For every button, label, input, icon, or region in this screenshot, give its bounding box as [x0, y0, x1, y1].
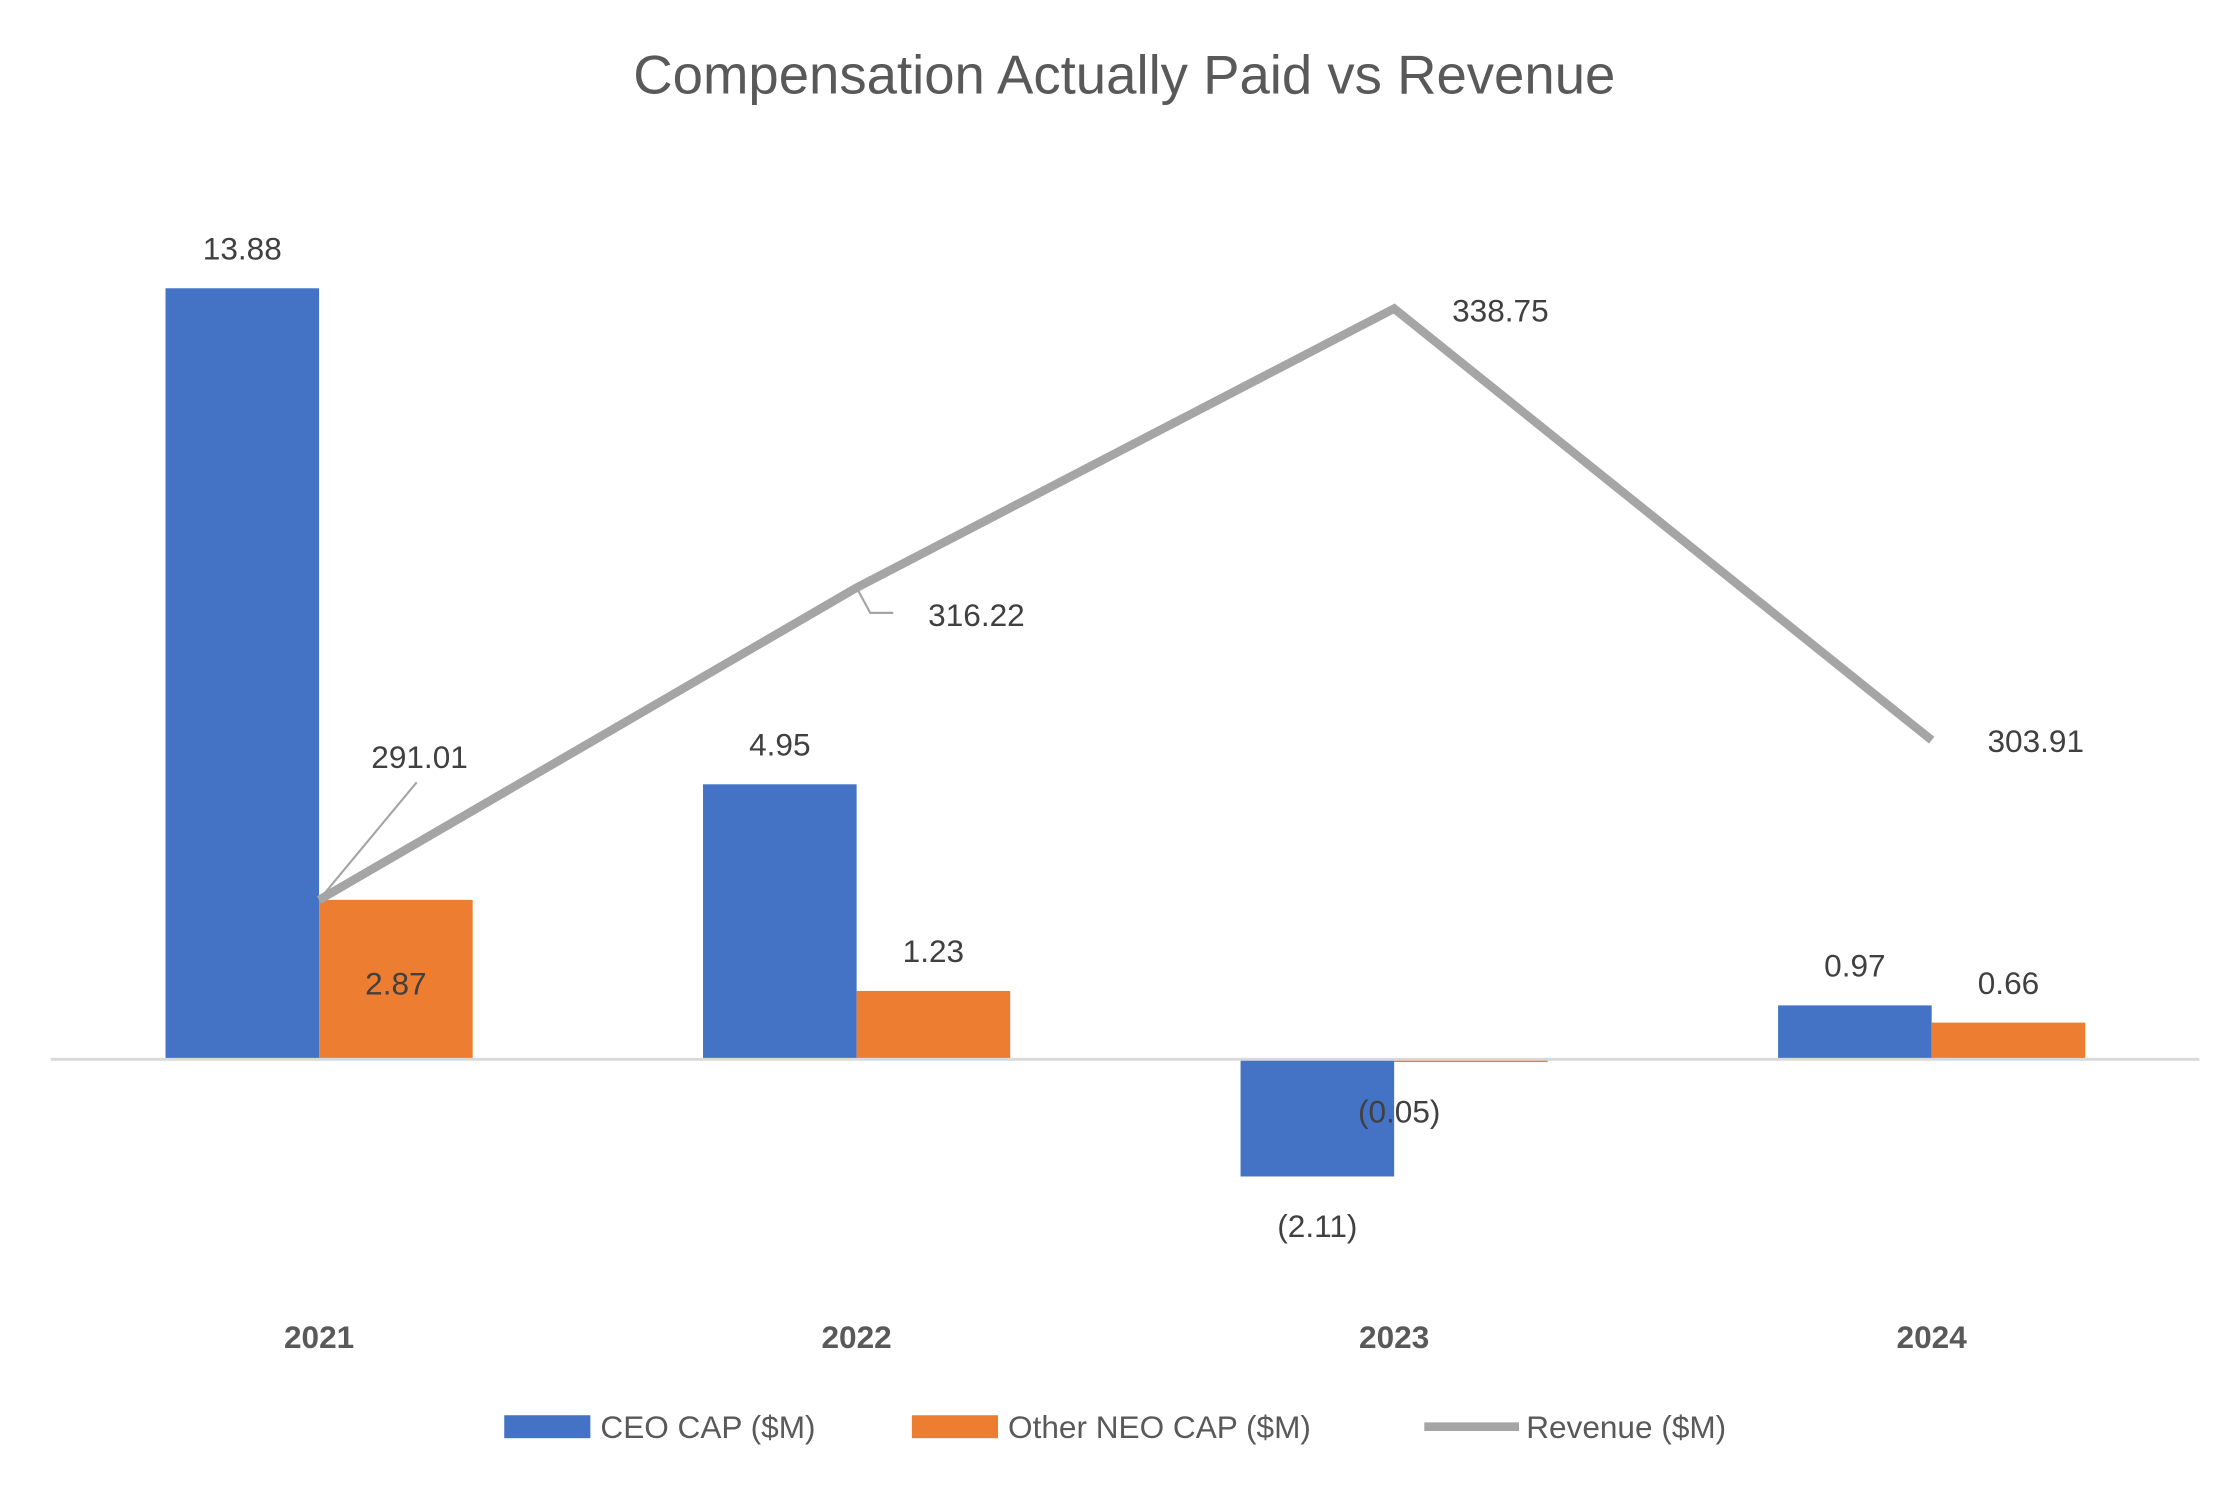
- leader-line-2021: [318, 781, 418, 901]
- bar-neo-2024: [1931, 1022, 2086, 1060]
- legend: CEO CAP ($M) Other NEO CAP ($M) Revenue …: [504, 1409, 1726, 1445]
- category-label-2022: 2022: [822, 1319, 892, 1355]
- bar-ceo-2023: [1240, 1059, 1395, 1177]
- data-label-revenue-2024: 303.91: [1987, 723, 2084, 759]
- data-label-ceo-2021: 13.88: [203, 231, 282, 267]
- revenue-line: [316, 303, 1935, 904]
- category-label-2024: 2024: [1897, 1319, 1968, 1355]
- data-label-neo-2024: 0.66: [1978, 965, 2039, 1001]
- data-label-neo-2021: 2.87: [365, 966, 426, 1002]
- bar-neo-2022: [856, 990, 1011, 1060]
- data-label-revenue-2021: 291.01: [371, 739, 468, 775]
- bar-neo-2021: [319, 899, 473, 1060]
- data-label-revenue-2023: 338.75: [1452, 293, 1549, 329]
- data-label-ceo-2022: 4.95: [749, 727, 810, 763]
- legend-swatch-neo: [911, 1415, 998, 1439]
- leader-line-2022: [855, 587, 894, 614]
- bar-ceo-2024: [1778, 1005, 1932, 1060]
- legend-swatch-ceo: [504, 1415, 591, 1439]
- legend-label-revenue: Revenue ($M): [1526, 1409, 1726, 1445]
- data-label-ceo-2023: (2.11): [1277, 1208, 1357, 1244]
- legend-label-neo: Other NEO CAP ($M): [1008, 1409, 1311, 1445]
- bar-ceo-2022: [703, 784, 857, 1060]
- category-label-2023: 2023: [1359, 1319, 1429, 1355]
- category-label-2021: 2021: [284, 1319, 354, 1355]
- data-label-ceo-2024: 0.97: [1824, 948, 1885, 984]
- data-label-neo-2022: 1.23: [903, 933, 964, 969]
- chart-title: Compensation Actually Paid vs Revenue: [633, 44, 1615, 105]
- legend-label-ceo: CEO CAP ($M): [600, 1409, 815, 1445]
- bar-ceo-2021: [165, 288, 320, 1060]
- data-label-revenue-2022: 316.22: [928, 597, 1025, 633]
- data-label-neo-2023: (0.05): [1358, 1093, 1440, 1129]
